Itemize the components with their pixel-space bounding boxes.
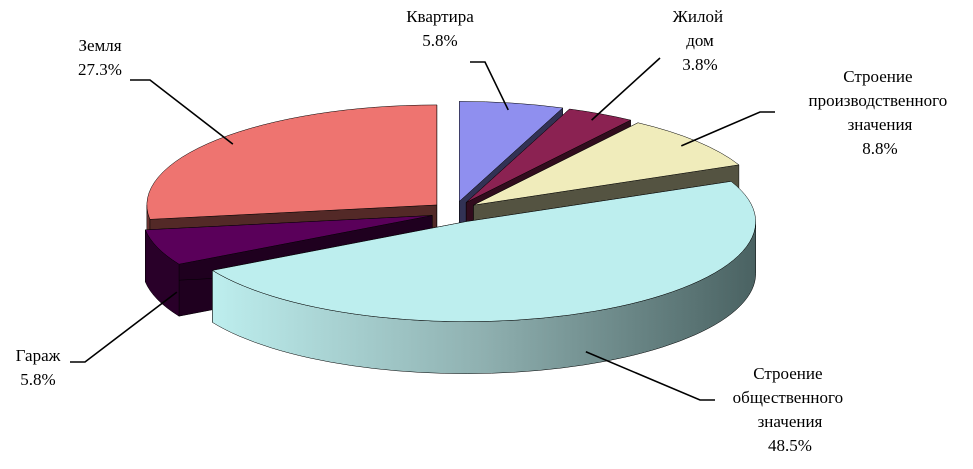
category-label: Земля <box>78 36 121 55</box>
value-label: 5.8% <box>20 370 55 389</box>
slice <box>144 215 433 265</box>
category-label: Жилой дом <box>673 7 728 50</box>
slice <box>473 122 740 206</box>
leader-line <box>470 61 509 111</box>
value-label: 5.8% <box>422 31 457 50</box>
slice <box>211 181 756 322</box>
slice <box>465 108 632 203</box>
leader-line <box>680 111 775 147</box>
value-label: 8.8% <box>862 139 897 158</box>
value-label: 48.5% <box>768 436 812 455</box>
leader-line <box>591 57 661 121</box>
leader-line <box>130 79 234 145</box>
category-label: Гараж <box>16 346 61 365</box>
category-label: Квартира <box>406 7 474 26</box>
value-label: 3.8% <box>682 55 717 74</box>
value-label: 27.3% <box>78 60 122 79</box>
slice <box>146 104 438 220</box>
category-label: Строение производственного значения <box>809 67 952 134</box>
leader-line <box>70 291 178 363</box>
slice <box>459 101 564 202</box>
category-label: Строение общественного значения <box>733 364 848 431</box>
leader-line <box>585 350 715 401</box>
